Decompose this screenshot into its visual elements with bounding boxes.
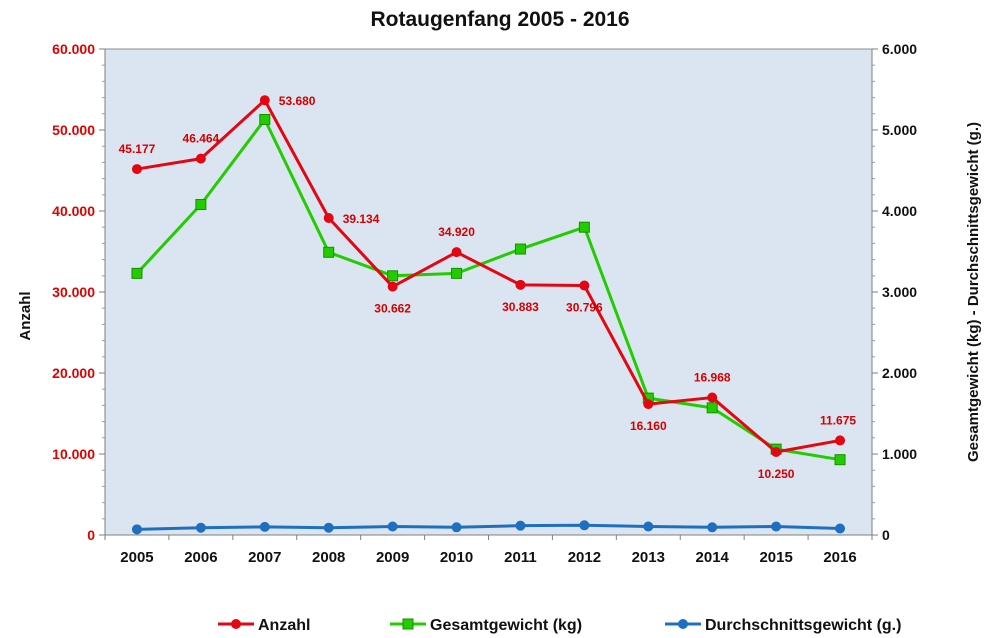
legend-label-anzahl: Anzahl	[258, 617, 310, 634]
point-durchschnittsgewicht-g	[387, 521, 398, 532]
point-anzahl	[707, 392, 718, 403]
left-tick-label: 50.000	[52, 122, 95, 138]
x-tick-label: 2005	[120, 549, 153, 566]
legend-label-durchschnittsgewicht-g: Durchschnittsgewicht (g.)	[705, 617, 901, 634]
point-anzahl	[643, 399, 654, 410]
left-tick-label: 0	[87, 527, 95, 543]
data-label-anzahl: 39.134	[343, 212, 380, 226]
data-label-anzahl: 16.968	[694, 371, 731, 385]
point-gesamtgewicht-kg	[387, 270, 399, 282]
x-tick-label: 2016	[823, 549, 856, 566]
x-tick-label: 2006	[184, 549, 217, 566]
point-gesamtgewicht-kg	[259, 113, 271, 125]
point-anzahl	[451, 247, 462, 258]
point-gesamtgewicht-kg	[578, 221, 590, 233]
point-durchschnittsgewicht-g	[323, 522, 334, 533]
point-durchschnittsgewicht-g	[771, 521, 782, 532]
left-tick-label: 40.000	[52, 203, 95, 219]
x-tick-label: 2015	[759, 549, 792, 566]
point-durchschnittsgewicht-g	[515, 520, 526, 531]
point-anzahl	[131, 164, 142, 175]
point-durchschnittsgewicht-g	[131, 524, 142, 535]
right-tick-label: 4.000	[882, 203, 917, 219]
x-tick-label: 2014	[696, 549, 730, 566]
data-label-anzahl: 11.675	[820, 413, 856, 427]
data-label-anzahl: 45.177	[119, 142, 156, 156]
left-axis-title: Anzahl	[17, 291, 34, 340]
point-anzahl	[515, 279, 526, 290]
right-tick-label: 1.000	[882, 446, 917, 462]
x-tick-label: 2013	[632, 549, 665, 566]
point-anzahl	[387, 281, 398, 292]
point-gesamtgewicht-kg	[323, 246, 335, 258]
point-durchschnittsgewicht-g	[195, 522, 206, 533]
point-durchschnittsgewicht-g	[835, 523, 846, 534]
series-line-durchschnittsgewicht-g	[136, 523, 841, 531]
x-tick-label: 2011	[504, 549, 537, 566]
x-tick-label: 2008	[312, 549, 345, 566]
axes: 0 10.000 20.000 30.000 40.000 50.000 60.000 0 1.…	[52, 41, 917, 566]
data-label-anzahl: 30.883	[502, 300, 539, 314]
legend-label-gesamtgewicht-kg: Gesamtgewicht (kg)	[430, 617, 582, 634]
left-tick-label: 60.000	[52, 41, 95, 57]
point-durchschnittsgewicht-g	[259, 521, 270, 532]
point-gesamtgewicht-kg	[706, 402, 718, 414]
point-durchschnittsgewicht-g	[707, 522, 718, 533]
point-gesamtgewicht-kg	[834, 454, 846, 466]
point-anzahl	[195, 153, 206, 164]
point-anzahl	[835, 435, 846, 446]
right-tick-label: 2.000	[882, 365, 917, 381]
data-label-anzahl: 16.160	[630, 419, 667, 433]
series-line-gesamtgewicht-kg	[135, 117, 841, 462]
legend-marker-anzahl	[231, 619, 241, 629]
data-labels: 45.177 46.464 53.680 39.134 30.662 34.920 30.8…	[119, 94, 857, 481]
plot-area	[104, 48, 873, 536]
legend-marker-durchschnittsgewicht-g	[678, 619, 688, 629]
legend: Anzahl Gesamtgewicht (kg) Durchschnittsgew…	[218, 617, 901, 634]
left-tick-label: 10.000	[52, 446, 95, 462]
right-axis-title: Gesamtgewicht (kg) - Durchschnittsgewich…	[965, 122, 982, 462]
x-tick-label: 2007	[248, 549, 281, 566]
data-label-anzahl: 30.662	[374, 302, 411, 316]
x-tick-label: 2012	[568, 549, 601, 566]
point-durchschnittsgewicht-g	[643, 521, 654, 532]
data-label-anzahl: 30.796	[566, 301, 603, 315]
point-durchschnittsgewicht-g	[451, 522, 462, 533]
data-label-anzahl: 34.920	[438, 225, 475, 239]
legend-marker-gesamtgewicht-kg	[402, 618, 414, 630]
right-tick-label: 6.000	[882, 41, 917, 57]
data-label-anzahl: 46.464	[183, 132, 220, 146]
point-durchschnittsgewicht-g	[579, 520, 590, 531]
x-tick-label: 2009	[376, 549, 409, 566]
left-tick-label: 20.000	[52, 365, 95, 381]
right-tick-label: 0	[882, 527, 890, 543]
point-anzahl	[259, 95, 270, 106]
point-gesamtgewicht-kg	[451, 267, 463, 279]
chart-title: Rotaugenfang 2005 - 2016	[370, 8, 629, 31]
right-tick-label: 5.000	[882, 122, 917, 138]
point-anzahl	[323, 213, 334, 224]
right-tick-label: 3.000	[882, 284, 917, 300]
point-gesamtgewicht-kg	[195, 199, 207, 211]
series-line-anzahl	[136, 98, 841, 454]
x-tick-label: 2010	[440, 549, 473, 566]
data-label-anzahl: 10.250	[758, 467, 795, 481]
point-anzahl	[579, 280, 590, 291]
left-tick-label: 30.000	[52, 284, 95, 300]
series-lines	[131, 95, 846, 535]
point-gesamtgewicht-kg	[131, 267, 143, 279]
point-anzahl	[771, 446, 782, 457]
data-label-anzahl: 53.680	[279, 94, 316, 108]
point-gesamtgewicht-kg	[514, 243, 526, 255]
